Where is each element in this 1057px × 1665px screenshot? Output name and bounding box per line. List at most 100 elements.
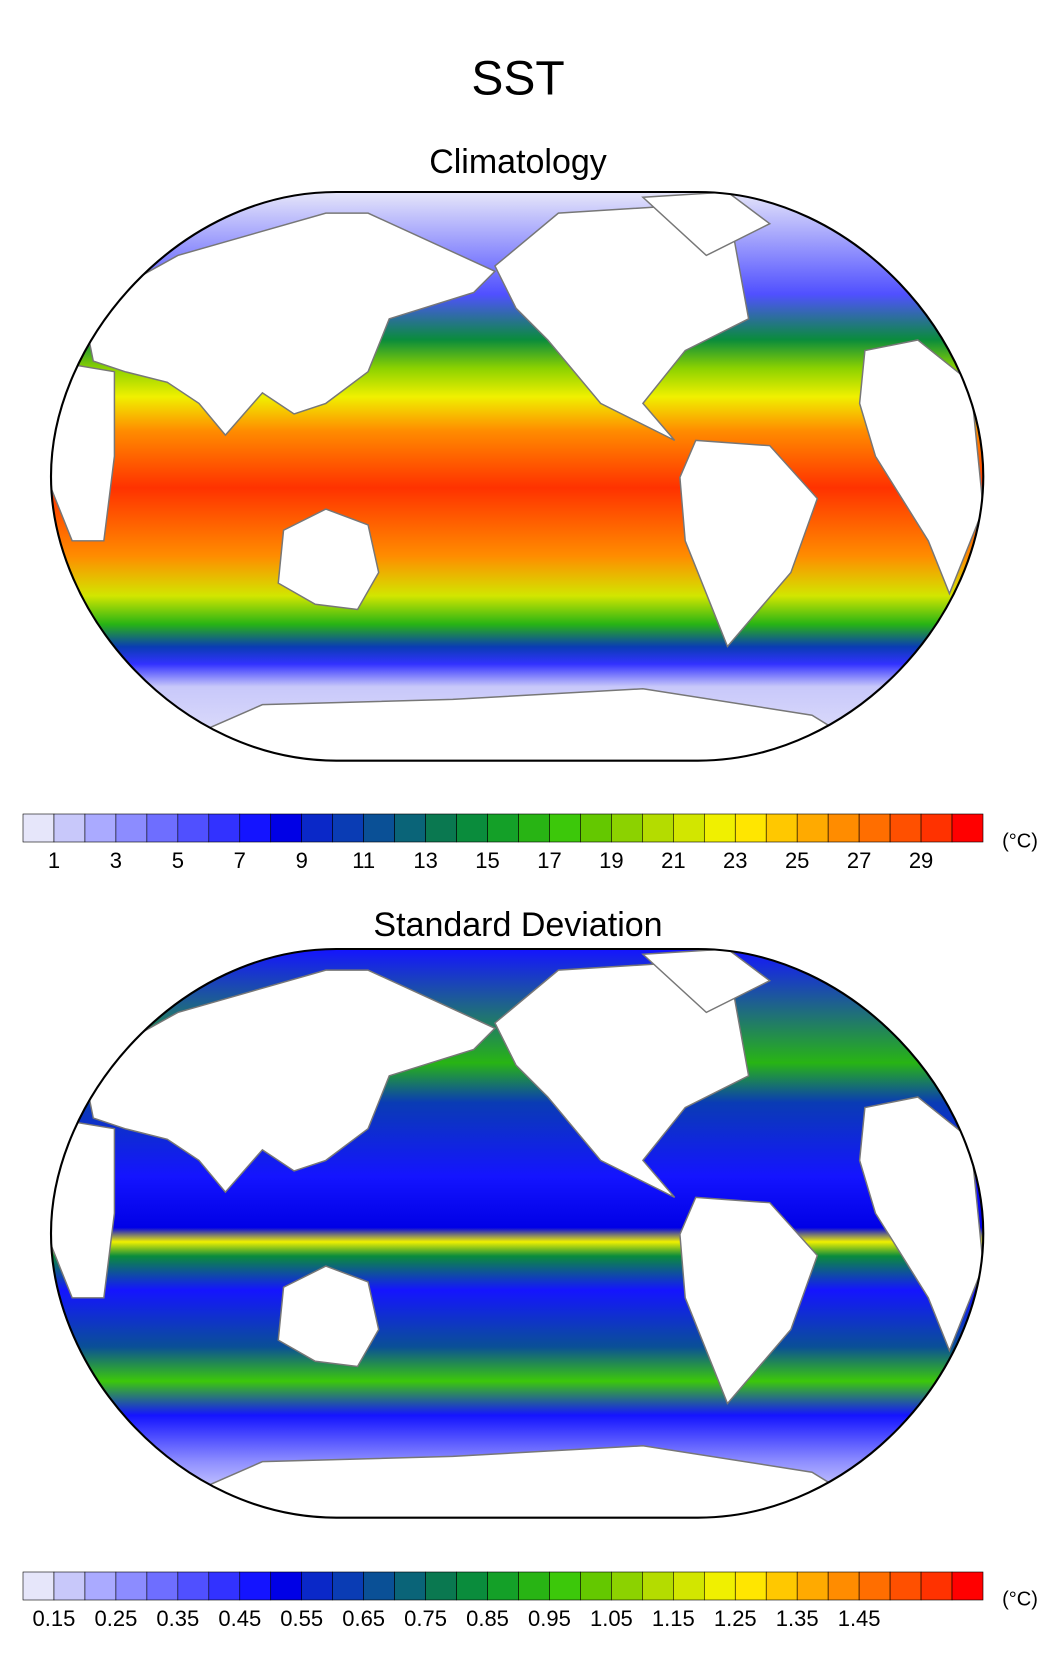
colorbar-box <box>611 1571 643 1601</box>
colorbar-unit: (°C) <box>1002 1588 1038 1610</box>
colorbar-box <box>580 813 612 843</box>
colorbar-box <box>765 1571 798 1601</box>
colorbar-box <box>734 1571 767 1601</box>
colorbar-box <box>580 1571 612 1601</box>
colorbar-label: 0.85 <box>466 1606 509 1631</box>
colorbar-label: 0.75 <box>404 1606 447 1631</box>
figure-title: SST <box>471 53 564 106</box>
colorbar-label: 0.25 <box>94 1606 137 1631</box>
map <box>49 947 985 1519</box>
colorbar-box <box>115 813 148 843</box>
colorbar-box <box>518 813 550 843</box>
colorbar-box <box>456 1571 488 1601</box>
colorbar-unit: (°C) <box>1002 830 1038 852</box>
colorbar-box <box>115 1571 148 1601</box>
colorbar-label: 1.25 <box>714 1606 757 1631</box>
panel-title: Climatology <box>429 143 607 181</box>
colorbar-label: 21 <box>661 848 685 873</box>
colorbar-box <box>22 813 55 843</box>
colorbar-box <box>796 1571 829 1601</box>
colorbar-box <box>456 813 488 843</box>
colorbar-label: 17 <box>537 848 561 873</box>
colorbar-box <box>84 813 117 843</box>
colorbar-box <box>549 1571 581 1601</box>
colorbar-box <box>889 1571 922 1601</box>
colorbar-box <box>394 813 426 843</box>
panel-title: Standard Deviation <box>373 906 662 944</box>
colorbar-box <box>22 1571 55 1601</box>
colorbar-label: 29 <box>909 848 933 873</box>
colorbar-box <box>239 813 272 843</box>
colorbar-box <box>487 1571 519 1601</box>
colorbar-box <box>734 813 767 843</box>
colorbar-box <box>394 1571 426 1601</box>
colorbar-label: 25 <box>785 848 809 873</box>
colorbar-box <box>920 1571 953 1601</box>
colorbar-label: 1.45 <box>838 1606 881 1631</box>
colorbar-box <box>673 813 705 843</box>
colorbar-box <box>487 813 519 843</box>
colorbar-label: 1.15 <box>652 1606 695 1631</box>
colorbar-box <box>208 813 241 843</box>
colorbar-box <box>858 813 891 843</box>
colorbar-box <box>920 813 953 843</box>
colorbar-label: 23 <box>723 848 747 873</box>
colorbar-box <box>425 1571 457 1601</box>
colorbar-box <box>177 813 210 843</box>
colorbar-box <box>332 1571 364 1601</box>
colorbar-box <box>53 1571 86 1601</box>
colorbar-box <box>301 813 333 843</box>
map <box>49 190 985 762</box>
colorbar-box <box>642 1571 674 1601</box>
colorbar-label: 9 <box>296 848 308 873</box>
colorbar-box <box>951 1571 984 1601</box>
colorbar-box <box>270 1571 303 1601</box>
colorbar-box <box>518 1571 550 1601</box>
colorbar-box <box>611 813 643 843</box>
colorbar-box <box>146 813 179 843</box>
colorbar-label: 0.15 <box>33 1606 76 1631</box>
colorbar-box <box>363 1571 395 1601</box>
colorbar-box <box>703 1571 736 1601</box>
colorbar-box <box>827 813 860 843</box>
colorbar-box <box>177 1571 210 1601</box>
colorbar-label: 27 <box>847 848 871 873</box>
colorbar-label: 0.55 <box>280 1606 323 1631</box>
colorbar-label: 0.65 <box>342 1606 385 1631</box>
colorbar-box <box>827 1571 860 1601</box>
colorbar-box <box>425 813 457 843</box>
colorbar-box <box>889 813 922 843</box>
colorbar-label: 1 <box>48 848 60 873</box>
colorbar-label: 13 <box>413 848 437 873</box>
colorbar-label: 19 <box>599 848 623 873</box>
colorbar-box <box>363 813 395 843</box>
colorbar-label: 0.45 <box>218 1606 261 1631</box>
colorbar-label: 0.95 <box>528 1606 571 1631</box>
colorbar-box <box>208 1571 241 1601</box>
colorbar-box <box>765 813 798 843</box>
colorbar-label: 5 <box>172 848 184 873</box>
colorbar-box <box>53 813 86 843</box>
colorbar-box <box>703 813 736 843</box>
colorbar-box <box>796 813 829 843</box>
colorbar-box <box>549 813 581 843</box>
colorbar-label: 7 <box>234 848 246 873</box>
colorbar-box <box>239 1571 272 1601</box>
colorbar-box <box>146 1571 179 1601</box>
colorbar-label: 1.05 <box>590 1606 633 1631</box>
colorbar-box <box>673 1571 705 1601</box>
colorbar-label: 0.35 <box>156 1606 199 1631</box>
colorbar-label: 3 <box>110 848 122 873</box>
colorbar-label: 11 <box>352 848 375 873</box>
colorbar-label: 1.35 <box>776 1606 819 1631</box>
colorbar-label: 15 <box>475 848 499 873</box>
colorbar-box <box>332 813 364 843</box>
colorbar-box <box>301 1571 333 1601</box>
colorbar-box <box>642 813 674 843</box>
colorbar-box <box>951 813 984 843</box>
colorbar-box <box>84 1571 117 1601</box>
colorbar-box <box>270 813 303 843</box>
colorbar-box <box>858 1571 891 1601</box>
